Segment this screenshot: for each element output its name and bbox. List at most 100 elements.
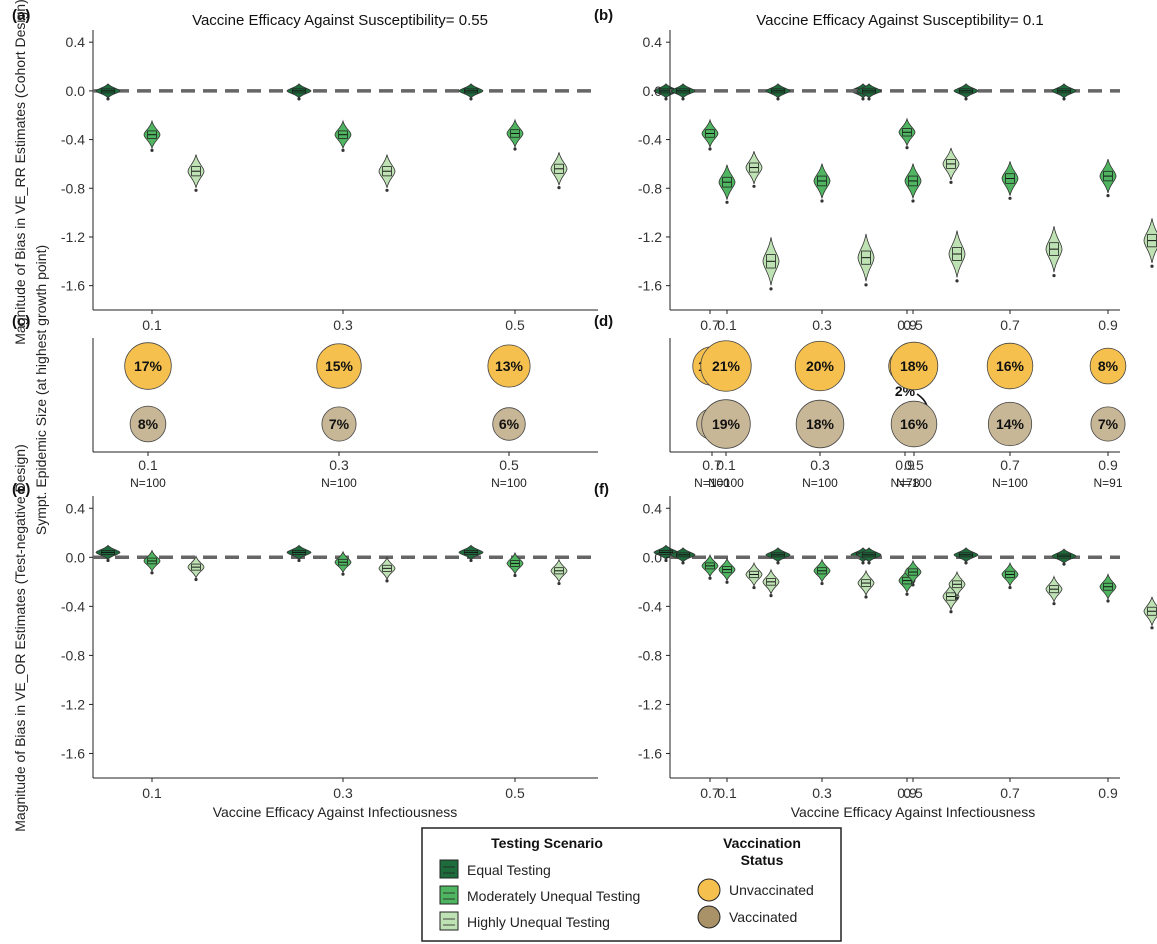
y-tick-label: 0.4	[66, 500, 86, 516]
x-tick-label: 0.7	[1000, 457, 1020, 473]
x-tick-label: 0.5	[903, 785, 923, 801]
bubble-unvaccinated	[794, 340, 846, 392]
bubble-label: 6%	[499, 416, 520, 432]
violin-moderately-unequal-testing-outlier	[1106, 194, 1110, 198]
x-tick-label: 0.1	[716, 457, 736, 473]
x-tick-label: 0.9	[1098, 317, 1118, 333]
n-label: N=91	[1093, 476, 1122, 490]
xlabel-right: Vaccine Efficacy Against Infectiousness	[791, 804, 1036, 820]
violin-highly-unequal-testing-outlier	[769, 287, 773, 291]
violin-equal-testing-outlier	[106, 558, 110, 563]
x-tick-label: 0.3	[812, 317, 832, 333]
x-tick-label: 0.3	[329, 457, 349, 473]
violin-moderately-unequal-testing-outlier	[708, 147, 712, 151]
violin-highly-unequal-testing-outlier	[194, 577, 198, 582]
violin-equal-testing-outlier	[964, 561, 968, 565]
y-tick-label: -0.4	[638, 132, 662, 148]
panel-d: (d) 0.1 N=100 0.3 N=100 0.5 N=100 0.7 N=100 0.9 N=…	[594, 313, 1127, 490]
y-tick-label: -0.8	[638, 180, 662, 196]
violin-highly-unequal-testing-outlier	[864, 283, 868, 287]
x-tick-label: 0.3	[812, 785, 832, 801]
x-tick-label: 0.3	[333, 785, 353, 801]
panel-a: 0.4 0.0 -0.4 -0.8 -1.2 -1.6 0.1 0.3 0.5 0.7 0.9 (a)…	[12, 7, 960, 333]
x-tick-label: 0.7	[1000, 785, 1020, 801]
violin-moderately-unequal-testing-outlier	[1106, 599, 1110, 603]
bubble-label: 18%	[806, 416, 835, 432]
violin-moderately-unequal-testing-outlier	[725, 200, 729, 204]
violin-moderately-unequal-testing-outlier	[905, 592, 909, 596]
x-tick-label: 0.9	[897, 317, 917, 333]
x-tick-label: 0.5	[499, 457, 519, 473]
bubble-unvaccinated	[316, 343, 362, 389]
xlabel-left: Vaccine Efficacy Against Infectiousness	[213, 804, 458, 820]
n-label: N=100	[708, 476, 744, 490]
bubble-label: 20%	[806, 358, 835, 374]
y-tick-label: -0.4	[61, 132, 85, 148]
n-label: N=100	[802, 476, 838, 490]
legend-vacc-item: Vaccinated	[697, 905, 797, 929]
y-tick-label: 0.4	[643, 34, 663, 50]
legend: Testing Scenario Vaccination Status Equa…	[421, 827, 842, 942]
violin-equal-testing-outlier	[681, 97, 685, 101]
panel-letter: (a)	[12, 7, 30, 24]
bubble-label: 14%	[996, 416, 1025, 432]
bubble-label: 18%	[900, 358, 929, 374]
legend-swatch	[439, 911, 459, 931]
legend-testing-title: Testing Scenario	[491, 835, 603, 851]
ylabel-top: Magnitude of Bias in VE_RR Estimates (Co…	[12, 0, 28, 345]
y-tick-label: -1.2	[61, 229, 85, 245]
n-label: N=100	[694, 476, 730, 490]
violin-moderately-unequal-testing-outlier	[905, 146, 909, 150]
bubble-vaccinated	[492, 407, 526, 441]
y-tick-label: -0.8	[638, 647, 662, 663]
violin-highly-unequal-testing-outlier	[955, 279, 959, 283]
legend-swatch	[439, 885, 459, 905]
n-label: N=100	[321, 476, 357, 490]
y-tick-label: -0.8	[61, 647, 85, 663]
x-tick-label: 0.9	[1098, 457, 1118, 473]
legend-testing-label: Moderately Unequal Testing	[467, 888, 640, 904]
violin-highly-unequal-testing-outlier	[385, 188, 389, 192]
violin-equal-testing-outlier	[681, 561, 685, 565]
x-tick-label: 0.1	[717, 317, 737, 333]
y-tick-label: -0.4	[61, 598, 85, 614]
violin-equal-testing-outlier	[776, 97, 780, 101]
bubble-label: 7%	[329, 416, 350, 432]
y-tick-label: -1.6	[61, 278, 85, 294]
violin-highly-unequal-testing-outlier	[864, 595, 868, 599]
violin-equal-testing-outlier	[867, 97, 871, 101]
panel-title: Vaccine Efficacy Against Susceptibility=…	[756, 12, 1044, 29]
y-tick-label: -0.8	[61, 180, 85, 196]
violin-highly-unequal-testing-outlier	[1052, 273, 1056, 278]
violin-moderately-unequal-testing-outlier	[150, 571, 154, 575]
legend-bubble	[697, 905, 721, 929]
violin-equal-testing-outlier	[469, 558, 473, 563]
n-label: N=100	[992, 476, 1028, 490]
violin-moderately-unequal-testing-outlier	[820, 581, 824, 586]
bubble-vaccinated	[795, 399, 845, 449]
bubble-vaccinated	[701, 399, 751, 449]
x-tick-label: 0.9	[897, 785, 917, 801]
violin-highly-unequal-testing-outlier	[949, 610, 953, 614]
violin-moderately-unequal-testing-outlier	[725, 580, 729, 584]
n-label: N=78	[890, 476, 919, 490]
x-tick-label: 0.5	[903, 317, 923, 333]
legend-vacc-label: Unvaccinated	[729, 882, 814, 898]
legend-testing-label: Highly Unequal Testing	[467, 914, 610, 930]
violin-highly-unequal-testing-outlier	[752, 184, 756, 188]
bubble-unvaccinated	[700, 340, 752, 392]
panels: 0.4 0.0 -0.4 -0.8 -1.2 -1.6 0.1 0.3 0.5 0.7 0.9 (a)…	[12, 7, 1157, 801]
legend-testing-item: Equal Testing	[439, 859, 551, 879]
n-label: N=100	[491, 476, 527, 490]
violin-highly-unequal-testing-outlier	[752, 585, 756, 590]
violin-moderately-unequal-testing-outlier	[1008, 585, 1012, 590]
x-tick-label: 0.1	[142, 317, 162, 333]
bubble-unvaccinated	[1089, 347, 1127, 385]
violin-equal-testing-outlier	[1062, 97, 1066, 101]
violin-moderately-unequal-testing-outlier	[911, 199, 915, 203]
violin-highly-unequal-testing-outlier	[1150, 264, 1154, 268]
x-tick-label: 0.9	[1098, 785, 1118, 801]
y-tick-label: -1.6	[638, 745, 662, 761]
y-tick-label: 0.4	[66, 34, 86, 50]
